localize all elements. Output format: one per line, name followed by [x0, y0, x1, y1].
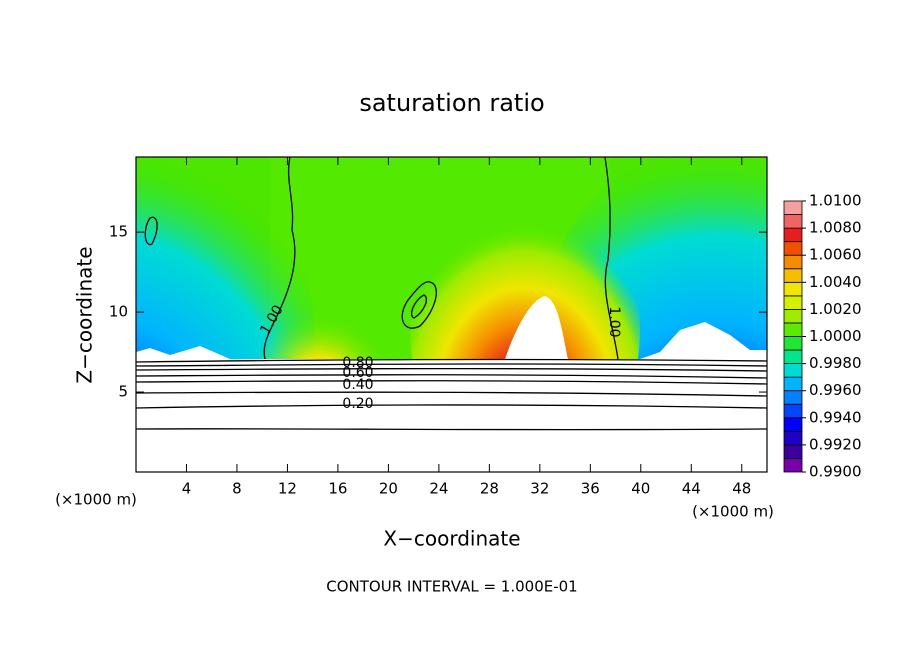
- x-tick-label: 28: [480, 480, 499, 498]
- colorbar-box: [783, 417, 803, 432]
- colorbar-label: 0.9920: [809, 435, 862, 453]
- y-axis-label: Z−coordinate: [73, 246, 97, 383]
- colorbar-box: [783, 363, 803, 378]
- x-tick-label: 32: [530, 480, 549, 498]
- x-tick-label: 12: [278, 480, 297, 498]
- colorbar-label: 1.0060: [809, 246, 862, 264]
- colorbar-label: 1.0020: [809, 300, 862, 318]
- colorbar-label: 0.9900: [809, 463, 862, 481]
- colorbar-label: 0.9960: [809, 381, 862, 399]
- colorbar-box: [783, 200, 803, 215]
- colorbar-box: [783, 268, 803, 283]
- x-tick-label: 40: [631, 480, 650, 498]
- colorbar-label: 1.0000: [809, 327, 862, 345]
- colorbar-box: [783, 227, 803, 243]
- colorbar-box: [783, 403, 803, 419]
- colorbar-box: [783, 214, 803, 229]
- y-tick-label: 10: [109, 303, 128, 321]
- colorbar-box: [783, 281, 803, 297]
- colorbar-box: [783, 376, 803, 392]
- chart-title: saturation ratio: [359, 89, 544, 117]
- x-axis-label: X−coordinate: [383, 527, 520, 551]
- colorbar-label: 1.0040: [809, 273, 862, 291]
- colorbar-box: [783, 444, 803, 459]
- contour-label: 0.80: [342, 355, 373, 371]
- footnote: CONTOUR INTERVAL = 1.000E-01: [326, 578, 577, 596]
- colorbar-box: [783, 295, 803, 310]
- y-tick-label: 5: [118, 383, 128, 401]
- x-tick-label: 4: [182, 480, 192, 498]
- x-tick-label: 20: [379, 480, 398, 498]
- contour-label: 0.40: [342, 377, 373, 393]
- colorbar-label: 1.0100: [809, 192, 862, 210]
- colorbar-box: [783, 254, 803, 270]
- colorbar-box: [783, 241, 803, 256]
- x-tick-label: 44: [682, 480, 701, 498]
- x-tick-label: 8: [232, 480, 242, 498]
- y-tick-label: 15: [109, 223, 128, 241]
- contour-label: 0.60: [342, 365, 373, 381]
- colorbar-box: [783, 390, 803, 405]
- field: [136, 157, 767, 472]
- colorbar-box: [783, 322, 803, 337]
- x-tick-label: 36: [581, 480, 600, 498]
- colorbar-label: 0.9940: [809, 408, 862, 426]
- colorbar-box: [783, 336, 803, 351]
- contour-label: 0.20: [342, 396, 373, 412]
- colorbar-box: [783, 308, 803, 324]
- x-unit: (×1000 m): [55, 491, 137, 509]
- x-tick-label: 16: [328, 480, 347, 498]
- x-tick-label: 48: [732, 480, 751, 498]
- plot-frame: [135, 156, 768, 473]
- colorbar-label: 0.9980: [809, 354, 862, 372]
- colorbar-label: 1.0080: [809, 219, 862, 237]
- colorbar-box: [783, 430, 803, 446]
- x-tick-label: 24: [429, 480, 448, 498]
- contour-label: 1.00: [606, 306, 622, 337]
- x-unit: (×1000 m): [692, 503, 774, 521]
- colorbar-box: [783, 458, 803, 473]
- colorbar-box: [783, 349, 803, 364]
